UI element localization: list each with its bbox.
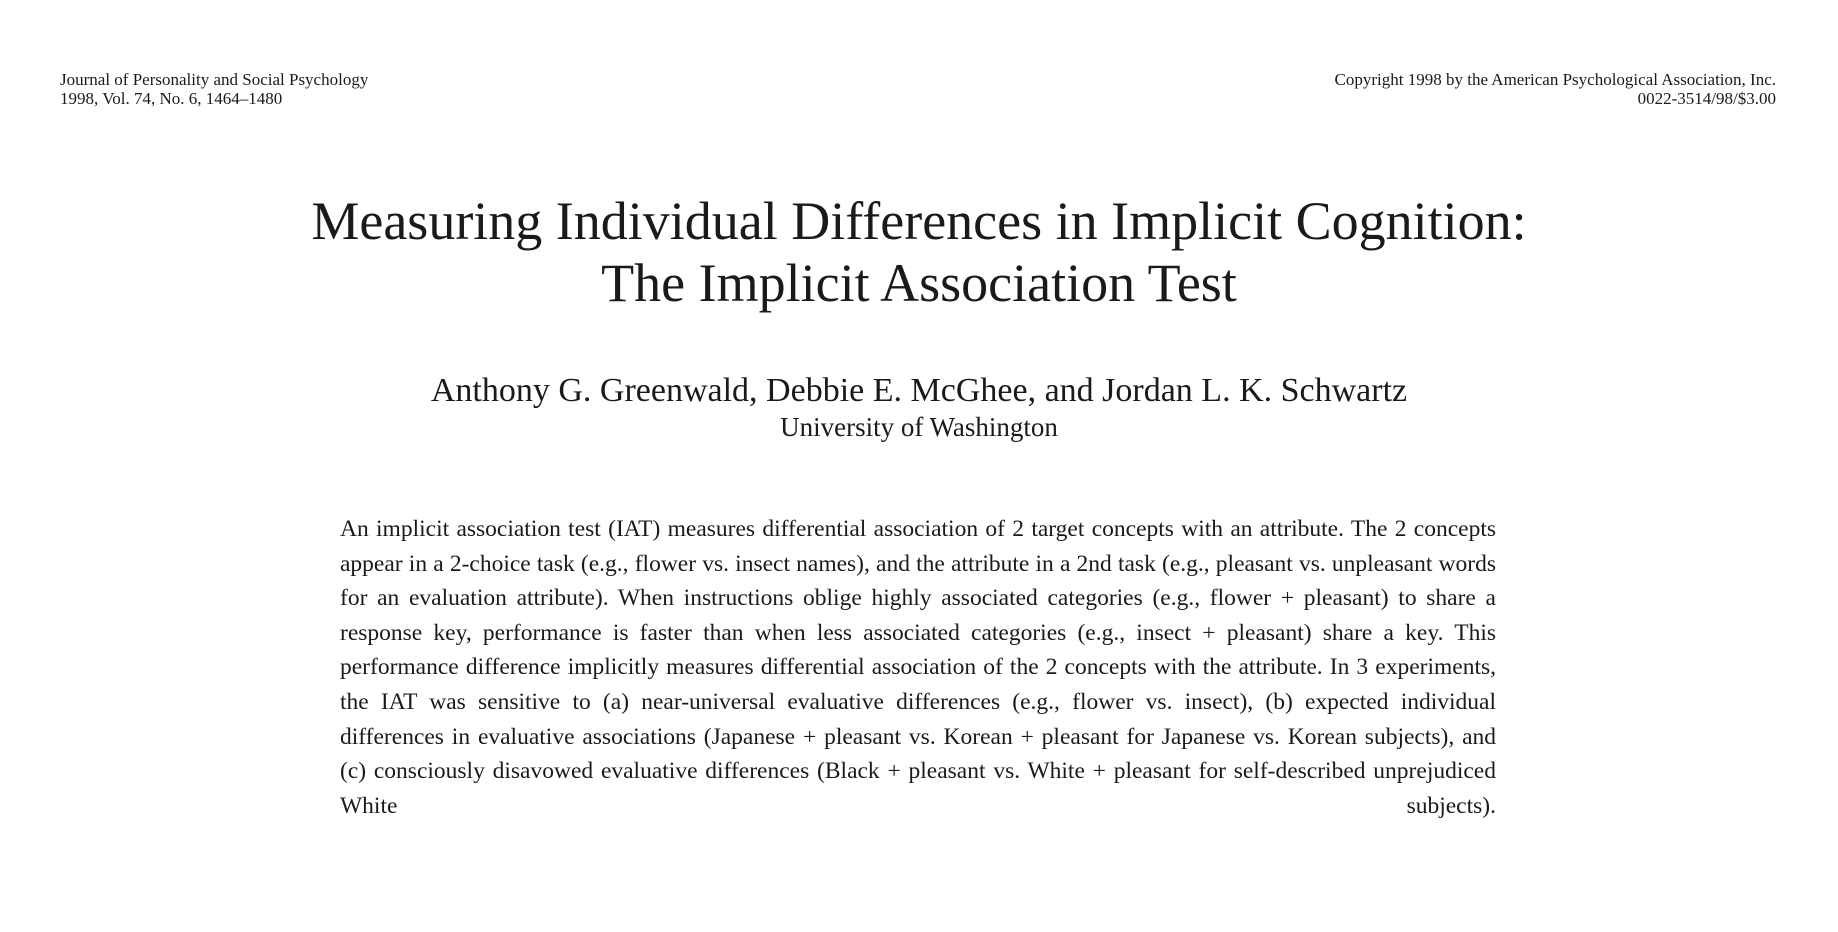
- copyright-header: Copyright 1998 by the American Psycholog…: [1335, 70, 1776, 108]
- journal-header: Journal of Personality and Social Psycho…: [60, 70, 368, 108]
- article-title: Measuring Individual Differences in Impl…: [0, 190, 1838, 314]
- title-line-1: Measuring Individual Differences in Impl…: [311, 191, 1527, 251]
- affiliation: University of Washington: [780, 412, 1058, 442]
- abstract: An implicit association test (IAT) measu…: [340, 516, 1496, 819]
- journal-name: Journal of Personality and Social Psycho…: [60, 70, 369, 89]
- article-code: 0022-3514/98/$3.00: [1637, 89, 1776, 108]
- author-list: Anthony G. Greenwald, Debbie E. McGhee, …: [430, 372, 1408, 409]
- copyright-notice: Copyright 1998 by the American Psycholog…: [1334, 70, 1776, 89]
- volume-info: 1998, Vol. 74, No. 6, 1464–1480: [60, 89, 283, 108]
- title-line-2: The Implicit Association Test: [601, 253, 1237, 313]
